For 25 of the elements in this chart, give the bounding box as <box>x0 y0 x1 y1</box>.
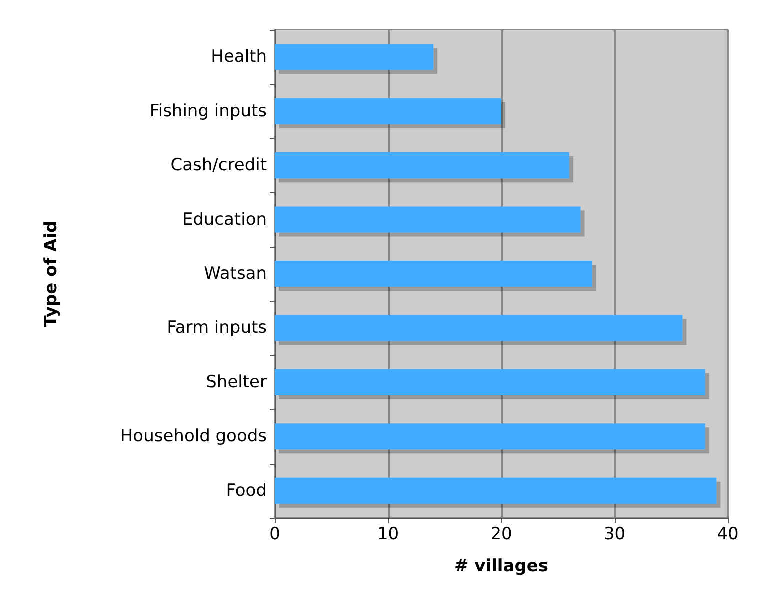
y-tick-label: Farm inputs <box>167 318 268 338</box>
y-tick-label: Food <box>226 480 267 501</box>
x-tick-label: 30 <box>604 524 626 544</box>
x-tick-label: 40 <box>717 524 739 544</box>
bar <box>275 369 706 396</box>
y-tick-label: Education <box>182 210 267 230</box>
bar <box>275 315 683 342</box>
y-tick-label: Fishing inputs <box>150 101 268 122</box>
y-tick-label: Watsan <box>204 264 267 284</box>
y-axis-title: Type of Aid <box>42 220 62 328</box>
bar <box>275 98 502 124</box>
x-tick-label: 20 <box>490 524 512 544</box>
x-tick-label: 10 <box>377 524 400 544</box>
bar <box>275 206 581 233</box>
bar <box>275 260 592 288</box>
x-tick-label: 0 <box>270 524 280 544</box>
bar <box>275 152 570 179</box>
y-tick-label: Cash/credit <box>170 156 268 176</box>
y-tick-label: Household goods <box>120 426 268 447</box>
y-tick-label: Shelter <box>206 372 267 392</box>
bar <box>275 44 434 70</box>
y-tick-label: Health <box>211 47 267 68</box>
x-axis-title: # villages <box>454 556 549 576</box>
bar <box>275 424 706 450</box>
bar <box>275 478 717 504</box>
